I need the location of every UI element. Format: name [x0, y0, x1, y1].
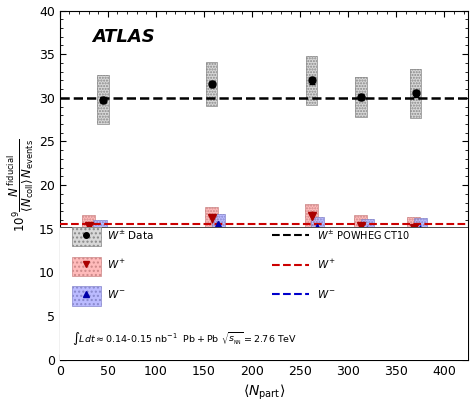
Y-axis label: $10^9 \dfrac{N^{\,\mathrm{fiducial}}}{\langle N_{\mathrm{coll}}\rangle\, N_{\mat: $10^9 \dfrac{N^{\,\mathrm{fiducial}}}{\l… [6, 138, 36, 232]
Bar [407, 217, 420, 239]
Bar [206, 62, 218, 106]
Bar [361, 219, 374, 242]
Bar [354, 215, 367, 237]
Bar [205, 207, 219, 230]
Bar [93, 220, 107, 243]
Bar [206, 62, 218, 106]
Bar [82, 215, 95, 237]
Bar [355, 77, 366, 117]
Bar [212, 214, 225, 237]
Bar [72, 286, 100, 306]
Bar [82, 215, 95, 237]
Bar [414, 218, 427, 241]
Bar [72, 257, 100, 276]
X-axis label: $\langle N_{\mathrm{part}} \rangle$: $\langle N_{\mathrm{part}} \rangle$ [243, 383, 285, 402]
FancyBboxPatch shape [60, 227, 468, 360]
Bar [306, 56, 318, 105]
Bar [205, 207, 219, 230]
Text: $W^{+}$: $W^{+}$ [317, 258, 336, 271]
Bar [93, 220, 107, 243]
Bar [361, 219, 374, 242]
Bar [306, 56, 318, 105]
Bar [305, 204, 319, 227]
Text: $W^{-}$: $W^{-}$ [107, 288, 125, 300]
Bar [414, 218, 427, 241]
Bar [97, 75, 109, 124]
Bar [407, 217, 420, 239]
Bar [410, 69, 421, 118]
Text: $\int Ldt \approx 0.14\text{-}0.15\ \mathrm{nb}^{-1}$  $\mathrm{Pb+Pb}\ \sqrt{s_: $\int Ldt \approx 0.14\text{-}0.15\ \mat… [72, 330, 297, 347]
Bar [72, 227, 100, 246]
Text: $W^{\pm}$ POWHEG CT10: $W^{\pm}$ POWHEG CT10 [317, 228, 410, 242]
Bar [311, 217, 324, 239]
Text: $W^{-}$: $W^{-}$ [317, 288, 336, 300]
Text: $W^{\pm}$ Data: $W^{\pm}$ Data [107, 228, 154, 242]
Bar [212, 214, 225, 237]
Bar [311, 217, 324, 239]
Bar [305, 204, 319, 227]
Bar [354, 215, 367, 237]
Bar [97, 75, 109, 124]
Text: $W^{+}$: $W^{+}$ [107, 258, 125, 271]
Text: ATLAS: ATLAS [92, 28, 155, 46]
Bar [410, 69, 421, 118]
Bar [355, 77, 366, 117]
